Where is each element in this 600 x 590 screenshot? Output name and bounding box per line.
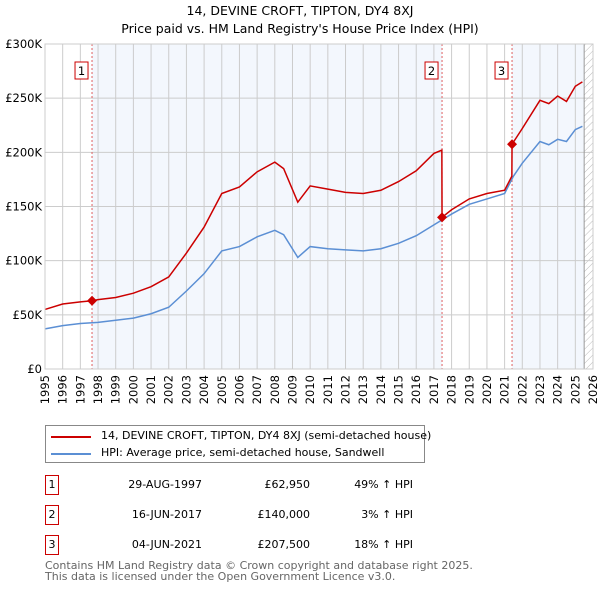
- x-tick-label: 2001: [144, 375, 158, 404]
- x-tick-label: 2021: [498, 375, 512, 404]
- y-tick-label: £150K: [5, 200, 42, 214]
- legend-swatch-hpi: [51, 453, 91, 455]
- x-tick-label: 2005: [215, 375, 229, 404]
- sale-hpi-change: 3% ↑ HPI: [361, 508, 413, 521]
- x-tick-label: 2002: [162, 375, 176, 404]
- x-tick-label: 2015: [392, 375, 406, 404]
- x-tick-label: 2003: [179, 375, 193, 404]
- x-tick-label: 2004: [197, 375, 211, 404]
- x-tick-label: 2020: [480, 375, 494, 404]
- footer-line-2: This data is licensed under the Open Gov…: [45, 570, 396, 583]
- x-tick-label: 2017: [427, 375, 441, 404]
- sale-date: 16-JUN-2017: [131, 508, 202, 521]
- sale-date: 29-AUG-1997: [128, 478, 202, 491]
- legend-label-hpi: HPI: Average price, semi-detached house,…: [101, 446, 385, 459]
- footer-line-1: Contains HM Land Registry data © Crown c…: [45, 559, 473, 572]
- y-tick-label: £0: [27, 362, 42, 376]
- x-tick-label: 2008: [268, 375, 282, 404]
- sale-label-box: [424, 61, 439, 80]
- x-tick-label: 1995: [38, 375, 52, 404]
- plot-border: [44, 43, 594, 370]
- y-tick-label: £50K: [13, 308, 43, 322]
- sale-label-box: [494, 61, 509, 80]
- sale-row: 1 29-AUG-1997 £62,950 49% ↑ HPI: [45, 475, 465, 495]
- x-tick-label: 2014: [374, 375, 388, 404]
- sale-number-badge: 2: [45, 505, 59, 525]
- legend-label-property: 14, DEVINE CROFT, TIPTON, DY4 8XJ (semi-…: [101, 429, 432, 442]
- x-tick-label: 1998: [91, 375, 105, 404]
- x-tick-label: 2007: [250, 375, 264, 404]
- x-tick-label: 1996: [56, 375, 70, 404]
- sale-price: £140,000: [257, 508, 311, 521]
- x-tick-label: 2011: [321, 375, 335, 404]
- sale-price: £207,500: [257, 538, 311, 551]
- x-tick-label: 2000: [126, 375, 140, 404]
- sale-hpi-change: 18% ↑ HPI: [354, 538, 413, 551]
- y-tick-label: £300K: [5, 37, 42, 51]
- x-tick-label: 2013: [356, 375, 370, 404]
- sale-date: 04-JUN-2021: [131, 538, 202, 551]
- legend-swatch-property: [51, 436, 91, 438]
- sale-label: 3: [498, 64, 505, 78]
- sale-label: 1: [78, 64, 85, 78]
- x-tick-label: 2018: [445, 375, 459, 404]
- y-tick-label: £200K: [5, 145, 42, 159]
- y-tick-label: £100K: [5, 254, 42, 268]
- chart-subtitle: Price paid vs. HM Land Registry's House …: [121, 21, 479, 36]
- sale-label: 2: [428, 64, 435, 78]
- x-tick-label: 2016: [409, 375, 423, 404]
- y-tick-label: £250K: [5, 91, 42, 105]
- x-tick-label: 1999: [109, 375, 123, 404]
- sale-row: 2 16-JUN-2017 £140,000 3% ↑ HPI: [45, 505, 465, 525]
- legend: 14, DEVINE CROFT, TIPTON, DY4 8XJ (semi-…: [45, 425, 431, 463]
- plot-area: 1995 1996 1997 1998 1999 2000 2001 2002 2003 2004…: [5, 37, 600, 404]
- sale-point: [507, 139, 518, 150]
- x-tick-label: 2019: [462, 375, 476, 404]
- x-tick-label: 2026: [586, 375, 600, 404]
- sale-hpi-change: 49% ↑ HPI: [354, 478, 413, 491]
- x-tick-label: 2022: [515, 375, 529, 404]
- sale-number-badge: 3: [45, 535, 59, 555]
- sale-point: [437, 212, 448, 223]
- series-line-hpi: [44, 125, 583, 330]
- x-tick-label: 2023: [533, 375, 547, 404]
- x-tick-label: 1997: [73, 375, 87, 404]
- x-tick-label: 2024: [551, 375, 565, 404]
- x-tick-label: 2010: [303, 375, 317, 404]
- sale-number-badge: 1: [45, 475, 59, 495]
- sale-price: £62,950: [264, 478, 311, 491]
- x-tick-label: 2009: [285, 375, 299, 404]
- sale-point: [87, 295, 98, 306]
- sale-row: 3 04-JUN-2021 £207,500 18% ↑ HPI: [45, 535, 465, 555]
- x-tick-label: 2025: [568, 375, 582, 404]
- series-line-property: [44, 81, 583, 311]
- chart-title: 14, DEVINE CROFT, TIPTON, DY4 8XJ: [186, 3, 414, 18]
- x-tick-label: 2006: [232, 375, 246, 404]
- sale-label-box: [74, 61, 89, 80]
- x-tick-label: 2012: [339, 375, 353, 404]
